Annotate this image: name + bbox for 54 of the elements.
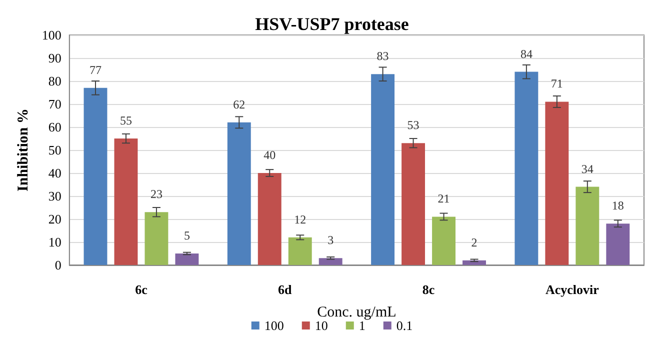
bar [462, 260, 486, 265]
legend-label: 10 [314, 318, 328, 333]
y-tick-label: 40 [48, 166, 62, 180]
x-tick-label: Acyclovir [545, 282, 600, 297]
bar [514, 72, 538, 265]
bar [318, 258, 342, 265]
bar [288, 237, 312, 265]
bar [84, 88, 108, 265]
bar [545, 102, 569, 265]
y-tick-label: 50 [48, 142, 62, 158]
data-label: 53 [407, 118, 420, 132]
y-tick-label: 90 [48, 50, 62, 66]
bar [432, 216, 456, 265]
y-tick-label: 80 [48, 74, 62, 88]
y-axis-title: Inhibition % [16, 108, 32, 192]
data-label: 83 [376, 49, 389, 64]
data-label: 40 [264, 148, 276, 162]
data-label: 2 [471, 235, 478, 250]
legend-label: 1 [358, 318, 366, 333]
data-label: 5 [184, 228, 190, 242]
data-label: 77 [89, 62, 102, 77]
legend-label: 100 [264, 318, 284, 333]
y-tick-label: 0 [54, 258, 62, 272]
bar [576, 186, 600, 265]
legend-label: 0.1 [396, 318, 413, 333]
y-tick-label: 10 [48, 234, 62, 250]
data-label: 71 [550, 76, 563, 91]
bar [258, 173, 282, 265]
data-label: 12 [294, 212, 306, 226]
y-tick-label: 20 [48, 212, 62, 226]
data-label: 55 [120, 114, 132, 128]
x-tick-label: 6d [278, 282, 293, 297]
chart-title: HSV-USP7 protease [255, 14, 409, 34]
data-label: 23 [150, 187, 162, 202]
data-label: 62 [233, 97, 246, 112]
x-axis-title: Conc. ug/mL [317, 304, 396, 320]
y-tick-label: 60 [48, 120, 62, 134]
data-label: 18 [612, 198, 624, 213]
bar [175, 254, 199, 265]
bar [402, 143, 426, 265]
data-label: 3 [328, 233, 334, 248]
bar [606, 224, 630, 265]
y-tick-label: 100 [42, 28, 62, 42]
bar [371, 74, 395, 265]
data-label: 21 [438, 192, 450, 206]
bar [227, 122, 251, 265]
bar [114, 138, 138, 265]
data-label: 34 [581, 162, 594, 176]
data-label: 84 [520, 46, 532, 61]
y-tick-label: 30 [48, 188, 62, 204]
x-tick-label: 8c [422, 282, 435, 297]
x-tick-label: 6c [135, 282, 148, 297]
bar [144, 212, 168, 265]
y-tick-label: 70 [48, 96, 62, 112]
